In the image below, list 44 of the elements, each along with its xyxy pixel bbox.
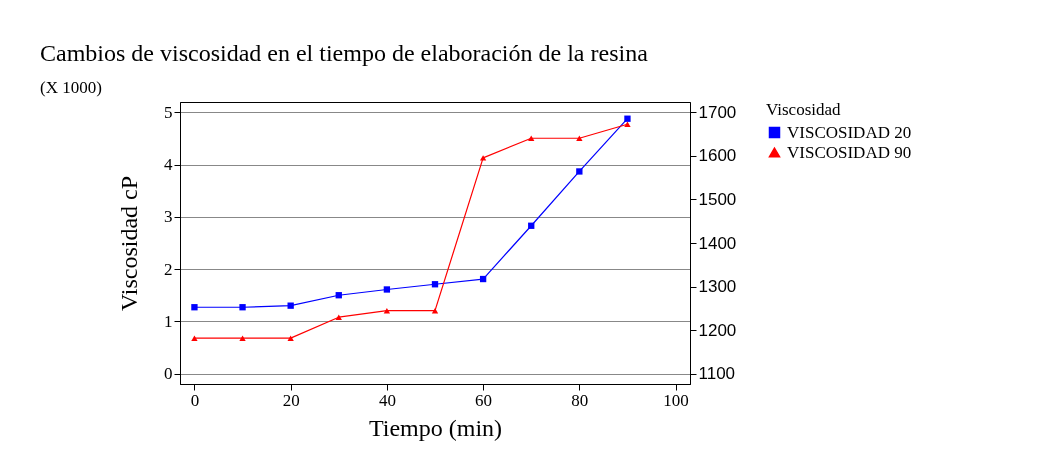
y-tick-label: 1 [164,311,173,331]
x-tick-label: 60 [475,390,493,410]
y2-tick-label: 1500 [698,189,737,209]
text: (X 1000) [40,78,102,97]
point [431,281,439,288]
x-axis-title: Tiempo (min) [368,414,503,441]
point [287,302,294,309]
y-tick-label: 0 [164,364,173,384]
point [528,135,535,141]
point [479,275,487,283]
y2-tick-label: 1300 [698,277,737,297]
y-tick-label: 5 [164,102,173,122]
legend-title: Viscosidad [766,100,842,119]
point [624,115,631,122]
x-tick-label: 0 [190,390,200,410]
y-tick-label: 2 [164,259,173,279]
point [191,304,198,311]
point [383,286,391,293]
y2-tick-label: 1700 [698,102,737,122]
x-tick-label: 80 [571,390,589,410]
point [191,335,198,341]
point [335,292,342,299]
y2-tick-label: 1100 [698,364,736,384]
y2-tick-label: 1400 [698,233,737,253]
point [335,314,342,320]
point [576,135,583,141]
point [239,304,246,311]
point [624,121,631,127]
x-tick-label: 100 [663,390,689,410]
point [576,168,583,175]
point [287,335,294,341]
y2-tick-label: 1600 [698,146,737,166]
y2-tick-label: 1200 [698,320,737,340]
y-tick-label: 3 [164,207,173,227]
legend-label: VISCOSIDAD 20 [787,122,912,142]
x-tick-label: 40 [378,390,396,410]
y-axis-title: Viscosidad cP [116,175,142,312]
y-tick-label: 4 [164,155,173,175]
point [528,222,535,229]
legend-label: VISCOSIDAD 90 [787,142,912,162]
chart-title: Cambios de viscosidad en el tiempo de elaboración de la resina [40,40,649,66]
point [239,335,246,341]
point [479,155,487,161]
x-tick-label: 20 [282,390,300,410]
